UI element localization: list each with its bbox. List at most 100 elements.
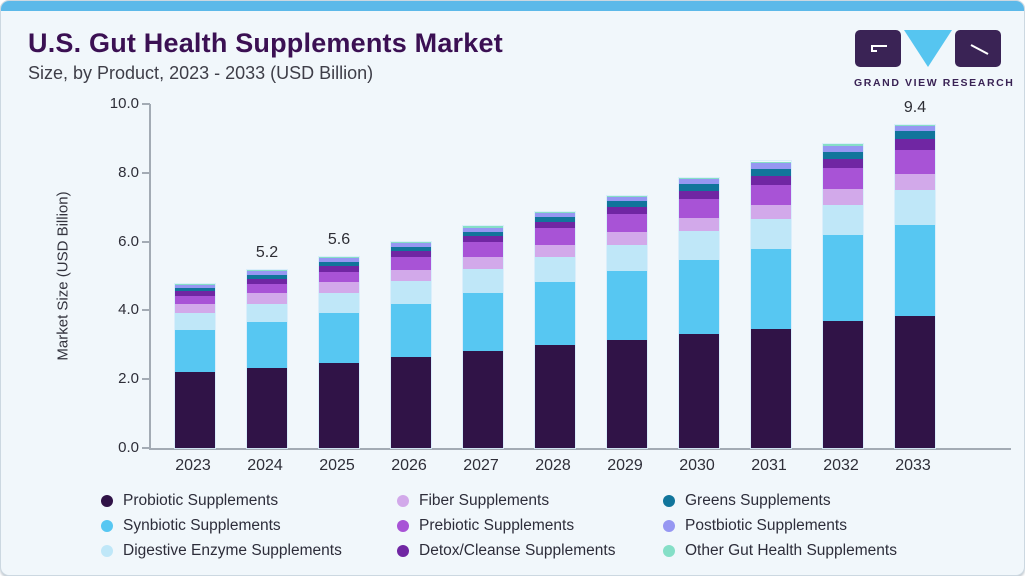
bar-segment: [607, 196, 647, 202]
bar-segment: [247, 368, 287, 448]
bar-segment: [751, 219, 791, 249]
legend-item: Digestive Enzyme Supplements: [101, 538, 397, 563]
bar-segment: [823, 320, 863, 448]
bar-total-label: 5.6: [327, 230, 351, 248]
y-tick-label: 10.0: [109, 95, 139, 112]
bar-segment: [679, 190, 719, 199]
bar-segment: [751, 163, 791, 169]
bar-segment: [895, 224, 935, 316]
legend-item: Greens Supplements: [663, 488, 1013, 513]
gvr-logo-text: GRAND VIEW RESEARCH: [854, 77, 1015, 89]
bar-segment: [391, 356, 431, 448]
stacked-bar-2023: [175, 283, 215, 448]
stacked-bar-2028: [535, 212, 575, 448]
y-tick-label: 8.0: [118, 163, 139, 181]
bar-segment: [247, 278, 287, 284]
bar-segment: [175, 303, 215, 313]
legend-label: Greens Supplements: [685, 491, 831, 509]
y-tick-label: 6.0: [118, 232, 139, 250]
bar-segment: [319, 258, 359, 262]
bar-segment: [535, 213, 575, 218]
legend-item: Fiber Supplements: [397, 488, 663, 513]
y-tick-mark: [142, 378, 150, 381]
legend-label: Synbiotic Supplements: [123, 516, 281, 534]
bar-segment: [751, 328, 791, 448]
bar-segment: [175, 372, 215, 448]
x-tick-label: 2025: [319, 457, 355, 474]
bar-segment: [535, 244, 575, 258]
bar-segment: [319, 363, 359, 448]
y-tick-label: 2.0: [118, 370, 139, 388]
bar-segment: [535, 222, 575, 229]
bar-segment: [175, 295, 215, 304]
bar-segment: [607, 339, 647, 448]
x-tick-label: 2030: [679, 457, 715, 474]
legend-label: Detox/Cleanse Supplements: [419, 541, 616, 559]
x-tick-label: 2031: [751, 457, 787, 474]
x-tick-label: 2032: [823, 457, 859, 474]
stacked-bar-2030: [679, 177, 719, 448]
stacked-bar-2032: [823, 144, 863, 448]
y-tick-label: 4.0: [118, 301, 139, 319]
y-axis-ticks: 0.0 2.0 4.0 6.0 8.0 10.0: [61, 95, 139, 456]
bar-segment: [463, 292, 503, 351]
stacked-bar-2031: [751, 161, 791, 448]
bar-segment: [463, 227, 503, 232]
bar-segment: [319, 256, 359, 259]
bar-segment: [607, 214, 647, 233]
legend: Probiotic Supplements Synbiotic Supplemen…: [101, 488, 1013, 563]
page-subtitle: Size, by Product, 2023 - 2033 (USD Billi…: [28, 63, 374, 83]
bar-segment: [319, 271, 359, 283]
bar-segment: [895, 126, 935, 132]
x-tick-label: 2023: [175, 457, 211, 474]
stacked-bar-2029: [607, 195, 647, 448]
bar-segment: [679, 179, 719, 185]
gvr-logo: GRAND VIEW RESEARCH: [854, 29, 1015, 89]
bar-segment: [751, 185, 791, 206]
bar-segment: [895, 173, 935, 191]
bar-segment: [535, 257, 575, 282]
x-tick-label: 2026: [391, 457, 427, 474]
bar-segment: [823, 234, 863, 321]
bar-segment: [463, 231, 503, 237]
bar-segment: [823, 158, 863, 169]
bar-segment: [463, 351, 503, 448]
bar-segment: [607, 207, 647, 215]
legend-swatch: [101, 519, 113, 532]
bar-segment: [247, 274, 287, 279]
bar-segment: [247, 270, 287, 272]
bar-segment: [391, 247, 431, 252]
bar-segment: [175, 285, 215, 288]
bar-segment: [319, 282, 359, 293]
bar-segment: [823, 151, 863, 159]
bar-segment: [823, 188, 863, 206]
x-tick-label: 2033: [895, 457, 931, 474]
bar-segment: [895, 190, 935, 225]
bar-segment: [895, 315, 935, 448]
legend-swatch: [397, 544, 409, 557]
legend-label: Prebiotic Supplements: [419, 516, 575, 534]
bar-segment: [175, 329, 215, 373]
bar-segment: [679, 260, 719, 335]
legend-label: Postbiotic Supplements: [685, 516, 847, 534]
x-axis-labels: 2023 2024 2025 2026 2027 2028 2029 2030 2031 2032…: [149, 457, 1009, 479]
y-tick-mark: [142, 447, 150, 449]
legend-item: Detox/Cleanse Supplements: [397, 538, 663, 563]
bar-segment: [607, 245, 647, 271]
bar-segment: [679, 198, 719, 218]
y-tick-mark: [142, 309, 150, 312]
bar-segment: [751, 205, 791, 220]
bar-segment: [895, 124, 935, 127]
legend-item: Synbiotic Supplements: [101, 513, 397, 538]
legend-label: Digestive Enzyme Supplements: [123, 541, 342, 559]
bar-segment: [463, 226, 503, 228]
bar-segment: [607, 270, 647, 340]
bar-segment: [535, 281, 575, 345]
legend-swatch: [663, 544, 675, 557]
bar-segment: [751, 168, 791, 176]
stacked-bar-2027: [463, 226, 503, 448]
legend-label: Probiotic Supplements: [123, 491, 279, 509]
bar-segment: [175, 312, 215, 330]
bar-segment: [895, 131, 935, 140]
x-tick-label: 2024: [247, 457, 283, 474]
